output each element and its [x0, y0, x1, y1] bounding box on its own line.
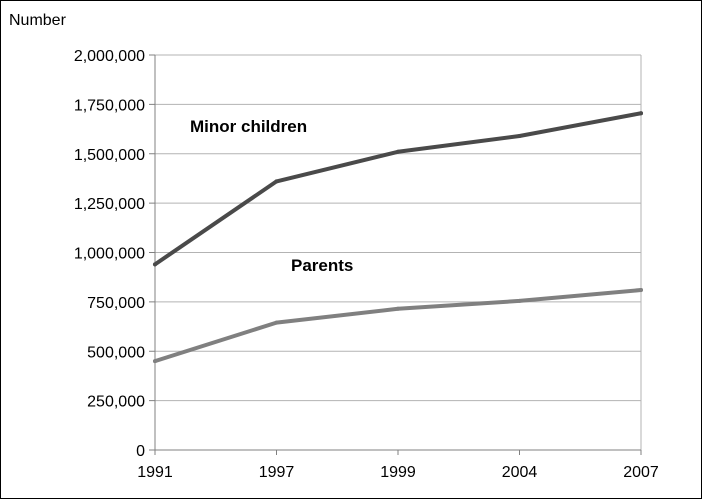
series-label-minor-children: Minor children: [190, 117, 307, 136]
y-tick-label: 2,000,000: [74, 48, 145, 65]
y-tick-label: 1,500,000: [74, 147, 145, 164]
series-lines: [153, 111, 643, 364]
x-tick-label: 1997: [259, 464, 295, 481]
y-tick-label: 1,250,000: [74, 196, 145, 213]
y-axis-label: Number: [9, 12, 67, 29]
data-point: [396, 149, 400, 154]
data-point: [517, 298, 522, 303]
data-point: [639, 111, 643, 116]
data-point: [396, 306, 400, 311]
y-tick-label: 1,750,000: [74, 97, 145, 114]
y-tick-labels: 0 250,000 500,000 750,000 1,000,000 1,250,000…: [74, 48, 145, 460]
data-point: [153, 359, 157, 364]
x-tick-label: 1999: [380, 464, 416, 481]
y-tick-label: 500,000: [87, 344, 145, 361]
x-tick-labels: 1991 1997 1999 2004 2007: [137, 464, 659, 481]
data-point: [274, 179, 279, 184]
data-point: [639, 288, 643, 293]
x-tick-label: 2007: [623, 464, 659, 481]
y-tick-label: 1,000,000: [74, 246, 145, 263]
data-point: [517, 133, 522, 138]
y-tick-label: 0: [136, 443, 145, 460]
gridlines: [155, 54, 642, 450]
x-tick-label: 1991: [137, 464, 173, 481]
y-tick-label: 250,000: [87, 394, 145, 411]
y-tick-label: 750,000: [87, 295, 145, 312]
x-tick-label: 2004: [502, 464, 538, 481]
data-point: [274, 320, 279, 325]
series-line-parents: [153, 288, 643, 364]
axes: [149, 54, 642, 455]
series-label-parents: Parents: [291, 256, 353, 275]
data-point: [153, 262, 157, 267]
